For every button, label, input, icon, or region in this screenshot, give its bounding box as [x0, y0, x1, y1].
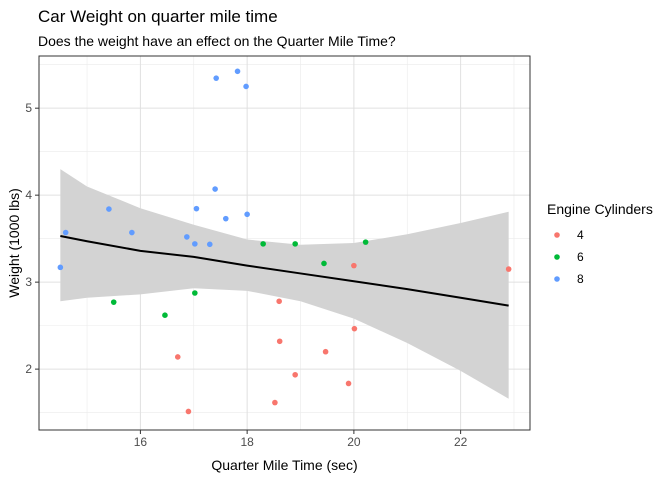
data-point-cyl-4	[272, 399, 278, 406]
data-point-cyl-8	[129, 229, 135, 236]
data-point-cyl-8	[222, 215, 229, 222]
data-point-cyl-4	[322, 348, 329, 355]
data-point-cyl-6	[110, 299, 117, 305]
x-tick-label: 18	[240, 435, 254, 449]
data-point-cyl-4	[276, 298, 282, 305]
data-point-cyl-8	[106, 206, 112, 212]
legend: Engine Cylinders 4 6 8	[547, 201, 653, 286]
trend-line	[60, 235, 509, 307]
y-tick-label: 4	[25, 188, 32, 202]
y-tick-label: 5	[25, 101, 32, 115]
data-point-cyl-4	[292, 371, 298, 378]
y-tick-label: 3	[25, 275, 32, 289]
legend-label-4: 4	[577, 228, 584, 242]
x-tick-label: 16	[134, 435, 148, 449]
data-point-cyl-8	[184, 234, 190, 240]
data-point-cyl-8	[213, 75, 219, 81]
confidence-band-layer	[60, 169, 509, 399]
data-point-cyl-8	[234, 68, 241, 75]
data-point-cyl-8	[62, 229, 69, 236]
data-point-cyl-8	[212, 186, 218, 192]
chart-subtitle: Does the weight have an effect on the Qu…	[38, 33, 396, 49]
data-point-cyl-4	[276, 338, 283, 345]
data-point-cyl-4	[351, 325, 358, 332]
data-point-cyl-4	[351, 262, 357, 269]
data-point-cyl-6	[192, 290, 198, 296]
data-point-cyl-8	[193, 205, 200, 212]
data-point-cyl-8	[192, 241, 198, 247]
panel-border	[38, 55, 531, 431]
confidence-band	[60, 169, 509, 399]
y-axis-title: Weight (1000 lbs)	[6, 188, 22, 297]
data-point-cyl-4	[174, 354, 181, 360]
points-layer	[57, 68, 512, 415]
x-tick-label: 22	[454, 435, 468, 449]
legend-label-8: 8	[577, 272, 584, 286]
data-point-cyl-4	[505, 266, 512, 272]
data-point-cyl-8	[57, 264, 64, 271]
x-tick-label: 20	[347, 435, 361, 449]
data-point-cyl-8	[243, 83, 249, 90]
data-point-cyl-6	[362, 239, 369, 245]
data-point-cyl-8	[244, 211, 250, 218]
data-point-cyl-6	[162, 312, 168, 318]
data-point-cyl-8	[206, 241, 213, 248]
trend-line-layer	[60, 235, 509, 307]
legend-key-8	[554, 276, 560, 282]
legend-title: Engine Cylinders	[547, 201, 653, 217]
legend-key-4	[554, 232, 560, 238]
chart-title: Car Weight on quarter mile time	[38, 7, 278, 26]
data-point-cyl-4	[345, 380, 352, 387]
data-point-cyl-6	[321, 260, 327, 267]
data-point-cyl-4	[185, 408, 192, 415]
data-point-cyl-6	[292, 241, 298, 247]
y-tick-label: 2	[25, 362, 32, 376]
data-point-cyl-6	[260, 241, 266, 247]
legend-label-6: 6	[577, 250, 584, 264]
x-axis-title: Quarter Mile Time (sec)	[211, 457, 357, 473]
legend-key-6	[554, 254, 560, 260]
